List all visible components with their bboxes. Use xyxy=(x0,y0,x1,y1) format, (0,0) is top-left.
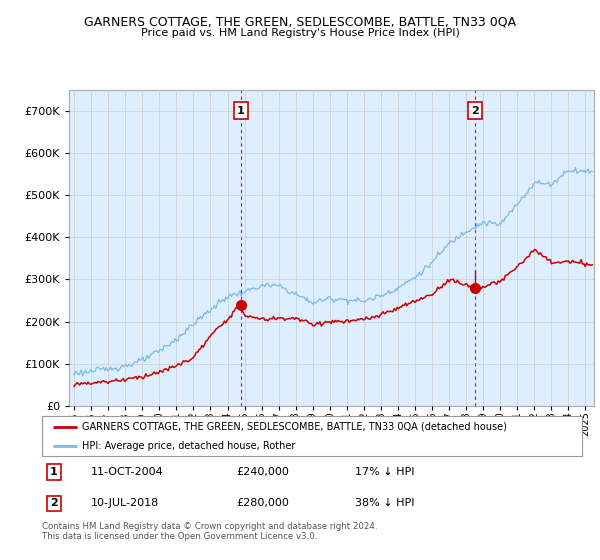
Text: 11-OCT-2004: 11-OCT-2004 xyxy=(91,467,163,477)
Text: 2: 2 xyxy=(50,498,58,508)
Text: Contains HM Land Registry data © Crown copyright and database right 2024.
This d: Contains HM Land Registry data © Crown c… xyxy=(42,522,377,542)
Text: 10-JUL-2018: 10-JUL-2018 xyxy=(91,498,159,508)
FancyBboxPatch shape xyxy=(42,416,582,456)
Text: HPI: Average price, detached house, Rother: HPI: Average price, detached house, Roth… xyxy=(83,441,296,451)
Text: GARNERS COTTAGE, THE GREEN, SEDLESCOMBE, BATTLE, TN33 0QA (detached house): GARNERS COTTAGE, THE GREEN, SEDLESCOMBE,… xyxy=(83,422,508,432)
Text: 2: 2 xyxy=(472,106,479,116)
Text: £280,000: £280,000 xyxy=(236,498,289,508)
Text: £240,000: £240,000 xyxy=(236,467,289,477)
Text: 38% ↓ HPI: 38% ↓ HPI xyxy=(355,498,415,508)
Text: GARNERS COTTAGE, THE GREEN, SEDLESCOMBE, BATTLE, TN33 0QA: GARNERS COTTAGE, THE GREEN, SEDLESCOMBE,… xyxy=(84,16,516,29)
Text: 1: 1 xyxy=(50,467,58,477)
Text: 17% ↓ HPI: 17% ↓ HPI xyxy=(355,467,415,477)
Text: Price paid vs. HM Land Registry's House Price Index (HPI): Price paid vs. HM Land Registry's House … xyxy=(140,28,460,38)
Text: 1: 1 xyxy=(237,106,245,116)
